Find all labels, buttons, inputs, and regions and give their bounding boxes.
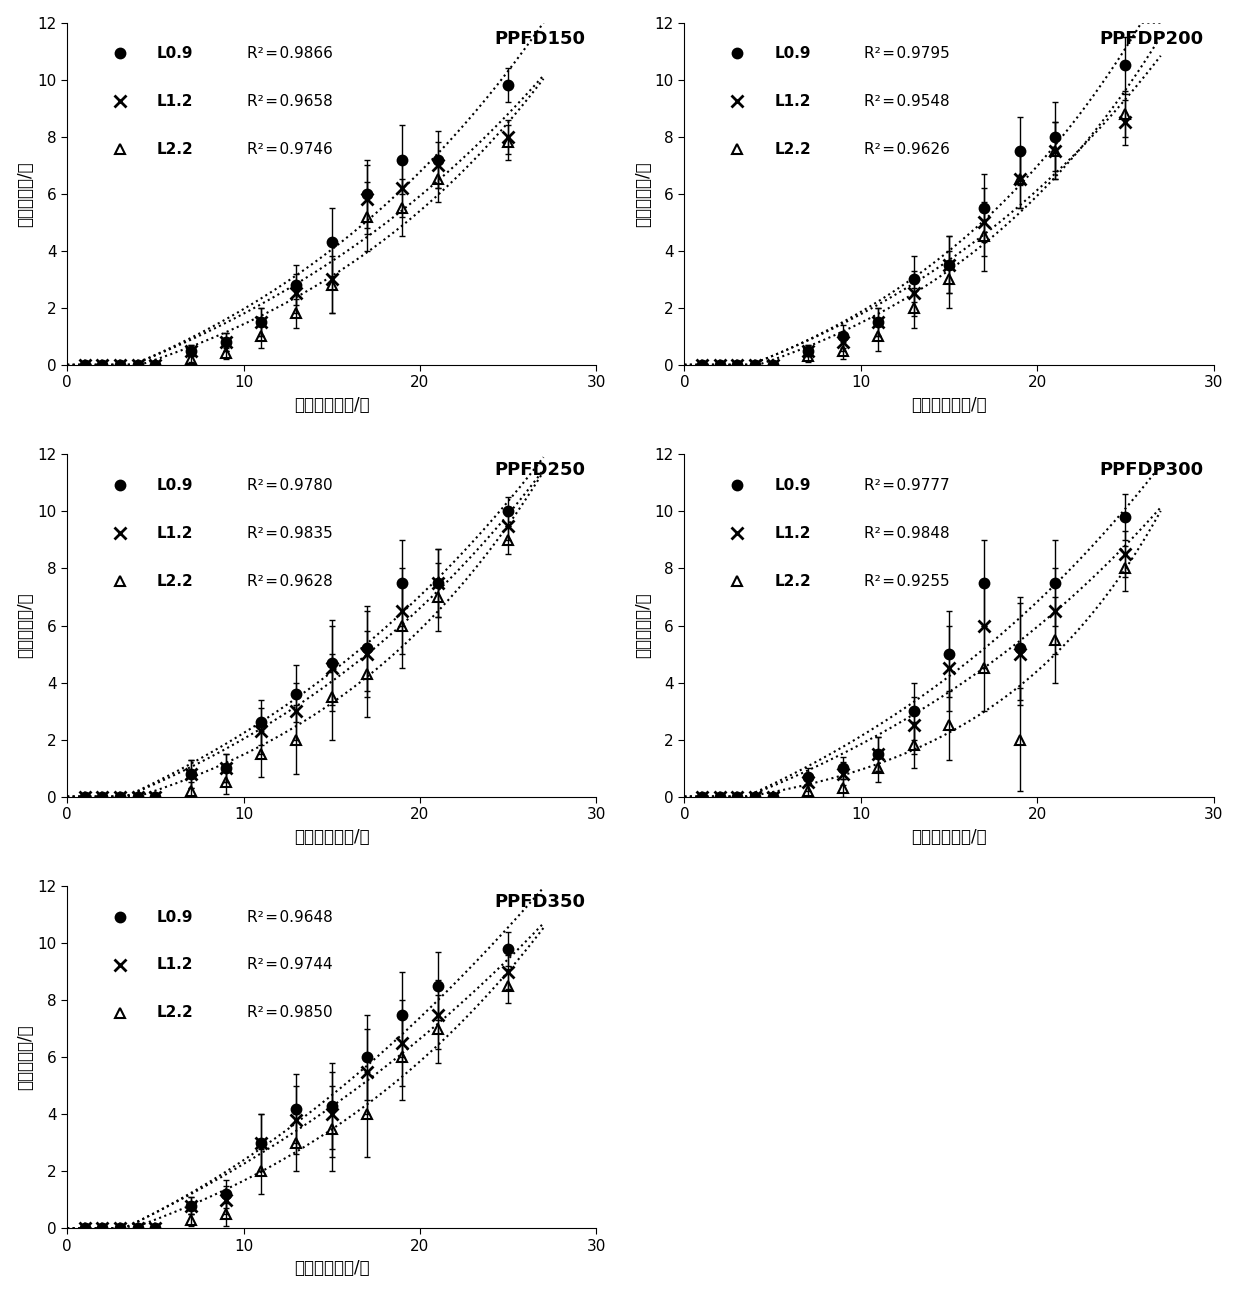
- Text: L2.2: L2.2: [774, 573, 811, 589]
- Text: R² = 0.9626: R² = 0.9626: [864, 142, 950, 157]
- Y-axis label: 新增叶片数/片: 新增叶片数/片: [634, 160, 652, 226]
- X-axis label: 水培育苗天数/天: 水培育苗天数/天: [294, 828, 370, 845]
- Text: L0.9: L0.9: [157, 910, 193, 924]
- Text: L1.2: L1.2: [774, 525, 811, 541]
- Y-axis label: 新增叶片数/片: 新增叶片数/片: [634, 593, 652, 659]
- Y-axis label: 新增叶片数/片: 新增叶片数/片: [16, 593, 35, 659]
- Y-axis label: 新增叶片数/片: 新增叶片数/片: [16, 160, 35, 226]
- Text: PPFD350: PPFD350: [495, 893, 585, 911]
- Text: R² = 0.9648: R² = 0.9648: [247, 910, 332, 924]
- Text: PPFD150: PPFD150: [495, 30, 585, 48]
- Text: R² = 0.9835: R² = 0.9835: [247, 525, 332, 541]
- Text: R² = 0.9548: R² = 0.9548: [864, 94, 950, 109]
- Text: L2.2: L2.2: [157, 1005, 193, 1021]
- Text: PPFDP300: PPFDP300: [1099, 461, 1203, 479]
- Text: L1.2: L1.2: [157, 525, 193, 541]
- Text: PPFD250: PPFD250: [495, 461, 585, 479]
- Text: L0.9: L0.9: [157, 47, 193, 61]
- X-axis label: 水培育苗天数/天: 水培育苗天数/天: [294, 396, 370, 414]
- Text: L2.2: L2.2: [157, 142, 193, 157]
- Text: R² = 0.9866: R² = 0.9866: [247, 47, 334, 61]
- Text: R² = 0.9780: R² = 0.9780: [247, 477, 332, 493]
- Text: R² = 0.9628: R² = 0.9628: [247, 573, 332, 589]
- Text: R² = 0.9658: R² = 0.9658: [247, 94, 332, 109]
- X-axis label: 水培育苗天数/天: 水培育苗天数/天: [294, 1259, 370, 1277]
- Text: L1.2: L1.2: [157, 958, 193, 973]
- Text: R² = 0.9848: R² = 0.9848: [864, 525, 950, 541]
- Text: L2.2: L2.2: [774, 142, 811, 157]
- Text: L0.9: L0.9: [774, 477, 811, 493]
- X-axis label: 水培育苗天数/天: 水培育苗天数/天: [911, 828, 987, 845]
- Text: R² = 0.9850: R² = 0.9850: [247, 1005, 332, 1021]
- Text: L1.2: L1.2: [774, 94, 811, 109]
- X-axis label: 水培育苗天数/天: 水培育苗天数/天: [911, 396, 987, 414]
- Text: L0.9: L0.9: [774, 47, 811, 61]
- Text: R² = 0.9746: R² = 0.9746: [247, 142, 332, 157]
- Text: R² = 0.9744: R² = 0.9744: [247, 958, 332, 973]
- Y-axis label: 新增叶片数/片: 新增叶片数/片: [16, 1025, 35, 1090]
- Text: R² = 0.9777: R² = 0.9777: [864, 477, 950, 493]
- Text: PPFDP200: PPFDP200: [1099, 30, 1203, 48]
- Text: R² = 0.9795: R² = 0.9795: [864, 47, 950, 61]
- Text: L2.2: L2.2: [157, 573, 193, 589]
- Text: R² = 0.9255: R² = 0.9255: [864, 573, 950, 589]
- Text: L0.9: L0.9: [157, 477, 193, 493]
- Text: L1.2: L1.2: [157, 94, 193, 109]
